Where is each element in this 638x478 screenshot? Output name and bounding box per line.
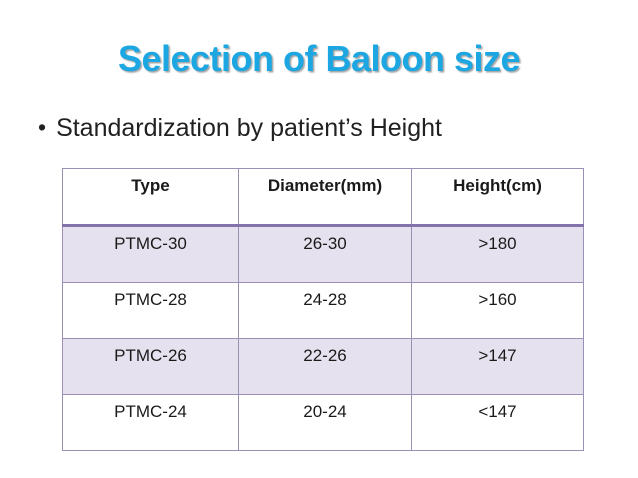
table-row: PTMC-28 24-28 >160 xyxy=(62,282,584,339)
table-cell: >147 xyxy=(411,338,584,395)
header-cell-type: Type xyxy=(62,168,239,227)
table-cell: >180 xyxy=(411,225,584,283)
table-cell: 20-24 xyxy=(238,394,412,451)
table-body: PTMC-30 26-30 >180 PTMC-28 24-28 >160 PTMC-26 2… xyxy=(62,225,584,451)
table-row: PTMC-30 26-30 >180 xyxy=(62,225,584,283)
table-cell: PTMC-28 xyxy=(62,282,239,339)
table-cell: 24-28 xyxy=(238,282,412,339)
table-cell: >160 xyxy=(411,282,584,339)
page-title: Selection of Baloon size xyxy=(117,38,521,79)
table-row: PTMC-26 22-26 >147 xyxy=(62,338,584,395)
bullet-marker: • xyxy=(38,114,47,140)
bullet-text: Standardization by patient’s Height xyxy=(56,114,442,142)
header-cell-height: Height(cm) xyxy=(411,168,584,227)
header-cell-diameter: Diameter(mm) xyxy=(238,168,412,227)
table-cell: 22-26 xyxy=(238,338,412,395)
table-cell: <147 xyxy=(411,394,584,451)
table-cell: PTMC-30 xyxy=(62,225,239,283)
bullet-item: • Standardization by patient’s Height xyxy=(38,114,442,143)
table-header-row: Type Diameter(mm) Height(cm) xyxy=(62,168,584,227)
table-cell: PTMC-24 xyxy=(62,394,239,451)
table-cell: 26-30 xyxy=(238,225,412,283)
table-cell: PTMC-26 xyxy=(62,338,239,395)
table-row: PTMC-24 20-24 <147 xyxy=(62,394,584,451)
balloon-size-table: Type Diameter(mm) Height(cm) PTMC-30 26-3… xyxy=(62,168,584,451)
